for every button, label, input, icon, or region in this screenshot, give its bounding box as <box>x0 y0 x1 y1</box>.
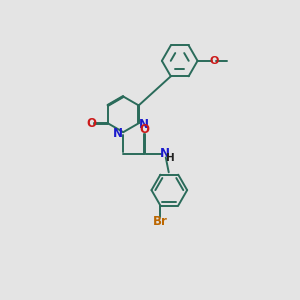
Text: O: O <box>139 123 149 136</box>
Text: N: N <box>139 118 149 131</box>
Text: N: N <box>113 127 123 140</box>
Text: O: O <box>209 56 219 66</box>
Text: O: O <box>86 117 97 130</box>
Text: Br: Br <box>153 215 168 228</box>
Text: N: N <box>160 147 170 160</box>
Text: H: H <box>166 153 174 163</box>
